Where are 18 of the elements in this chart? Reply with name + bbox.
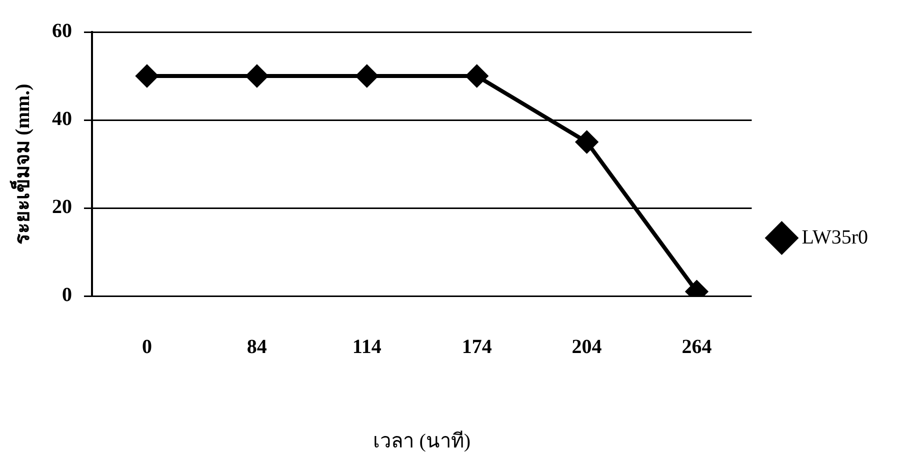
- x-tick-label: 0: [142, 336, 152, 358]
- point: [356, 65, 378, 87]
- x-tick-label: 264: [682, 336, 712, 358]
- y-tick-label: 0: [62, 284, 72, 306]
- point: [576, 131, 598, 153]
- x-tick-label: 204: [572, 336, 602, 358]
- y-axis-title: ระยะเข็มจม (mm.): [9, 84, 34, 244]
- x-tick-label: 174: [462, 336, 492, 358]
- x-tick-label: 114: [352, 336, 382, 358]
- legend-label: LW35r0: [802, 226, 868, 248]
- x-axis-title: เวลา (นาที): [373, 430, 471, 452]
- point: [466, 65, 488, 87]
- y-tick-label: 20: [52, 196, 72, 218]
- point: [246, 65, 268, 87]
- y-tick-label: 60: [52, 20, 72, 42]
- x-tick-label: 84: [246, 336, 267, 358]
- point: [136, 65, 158, 87]
- y-tick-label: 40: [52, 108, 72, 130]
